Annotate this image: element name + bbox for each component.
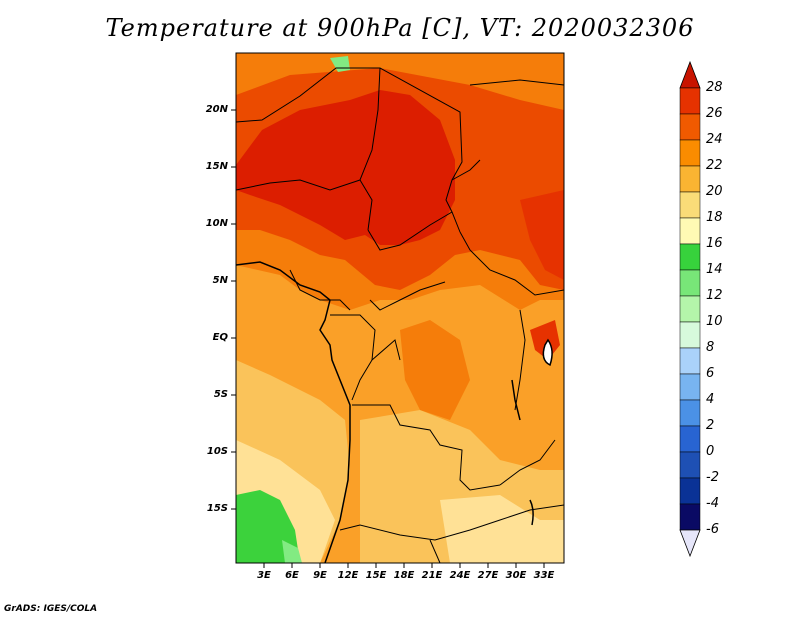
y-tick-label: 15S bbox=[206, 503, 228, 514]
colorbar-seg-22 bbox=[679, 165, 701, 193]
y-tick-label: 10N bbox=[205, 218, 228, 229]
colorbar-top-arrow bbox=[679, 60, 701, 89]
colorbar-seg-28 bbox=[679, 87, 701, 115]
y-tick-label: 5S bbox=[213, 389, 228, 400]
x-tick-label: 33E bbox=[533, 570, 555, 581]
x-tick-label: 30E bbox=[505, 570, 527, 581]
x-tick-label: 3E bbox=[257, 570, 271, 581]
colorbar-label: 10 bbox=[706, 314, 723, 329]
colorbar-seg-0 bbox=[679, 451, 701, 479]
colorbar-bottom-arrow bbox=[679, 529, 701, 558]
x-tick-label: 12E bbox=[337, 570, 359, 581]
colorbar-label: 18 bbox=[706, 210, 723, 225]
colorbar-label: 14 bbox=[706, 262, 723, 277]
colorbar-seg-4 bbox=[679, 399, 701, 427]
colorbar-seg-2 bbox=[679, 425, 701, 453]
colorbar-label: 24 bbox=[706, 132, 723, 147]
colorbar-seg-8 bbox=[679, 347, 701, 375]
colorbar-seg-m4 bbox=[679, 503, 701, 531]
colorbar-label: 12 bbox=[706, 288, 723, 303]
colorbar-seg-16 bbox=[679, 243, 701, 271]
colorbar-label: 22 bbox=[706, 158, 723, 173]
colorbar-label: -4 bbox=[706, 496, 719, 511]
colorbar-seg-20 bbox=[679, 191, 701, 219]
colorbar-label: 16 bbox=[706, 236, 723, 251]
colorbar-label: -2 bbox=[706, 470, 719, 485]
colorbar-seg-6 bbox=[679, 373, 701, 401]
y-axis-ticks bbox=[231, 109, 236, 510]
y-tick-label: 20N bbox=[205, 104, 228, 115]
x-axis-ticks bbox=[263, 563, 545, 568]
colorbar-seg-18 bbox=[679, 217, 701, 245]
colorbar-label: 20 bbox=[706, 184, 723, 199]
colorbar-seg-26 bbox=[679, 113, 701, 141]
colorbar-label: 2 bbox=[706, 418, 715, 433]
colorbar-label: 28 bbox=[706, 80, 723, 95]
colorbar-label: 4 bbox=[706, 392, 715, 407]
x-tick-label: 6E bbox=[285, 570, 299, 581]
colorbar-seg-24 bbox=[679, 139, 701, 167]
y-tick-label: 10S bbox=[206, 446, 228, 457]
x-tick-label: 15E bbox=[365, 570, 387, 581]
y-tick-label: 15N bbox=[205, 161, 228, 172]
colorbar-label: 6 bbox=[706, 366, 715, 381]
x-tick-label: 27E bbox=[477, 570, 499, 581]
colorbar-seg-m2 bbox=[679, 477, 701, 505]
y-tick-label: EQ bbox=[212, 332, 228, 343]
x-tick-label: 21E bbox=[421, 570, 443, 581]
coastlines-lakes bbox=[236, 261, 553, 563]
colorbar-seg-12 bbox=[679, 295, 701, 323]
colorbar-label: 26 bbox=[706, 106, 723, 121]
chart-title: Temperature at 900hPa [C], VT: 202003230… bbox=[105, 14, 695, 42]
colorbar-label: -6 bbox=[706, 522, 719, 537]
colorbar-seg-10 bbox=[679, 321, 701, 349]
temperature-field bbox=[236, 53, 564, 563]
field-hot-east bbox=[520, 190, 564, 280]
field-hot-core bbox=[236, 90, 455, 245]
colorbar-label: 0 bbox=[706, 444, 715, 459]
x-tick-label: 18E bbox=[393, 570, 415, 581]
field-cooler-south bbox=[440, 495, 564, 563]
field-light-green-sw bbox=[282, 540, 302, 563]
colorbar-seg-14 bbox=[679, 269, 701, 297]
credit-text: GrADS: IGES/COLA bbox=[4, 604, 98, 614]
x-tick-label: 24E bbox=[449, 570, 471, 581]
map-frame bbox=[235, 52, 565, 564]
x-tick-label: 9E bbox=[313, 570, 327, 581]
field-warm-central bbox=[400, 320, 470, 420]
colorbar bbox=[679, 60, 701, 558]
colorbar-label: 8 bbox=[706, 340, 715, 355]
country-borders bbox=[236, 67, 564, 563]
y-tick-label: 5N bbox=[212, 275, 228, 286]
